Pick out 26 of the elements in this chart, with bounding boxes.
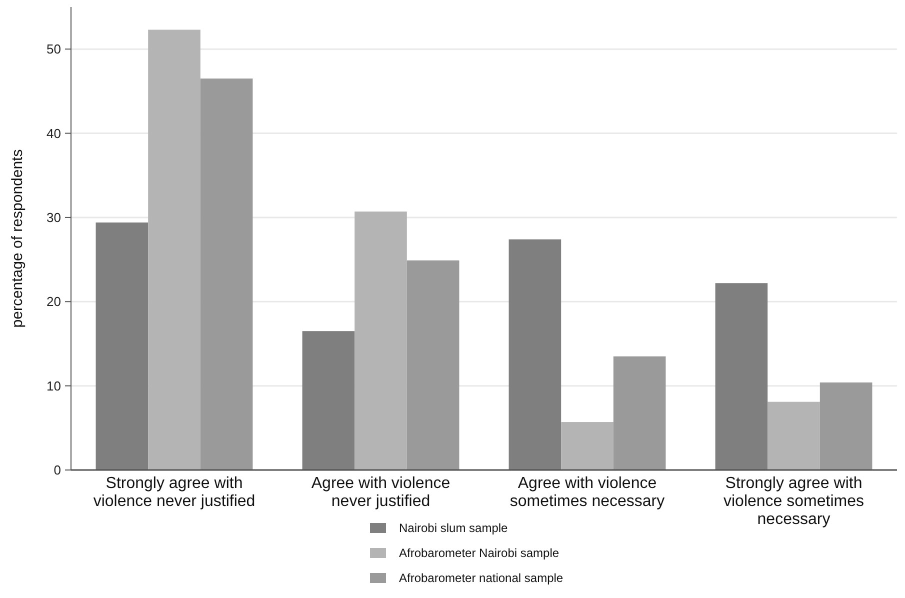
y-tick-label: 40 — [46, 126, 61, 141]
legend-label: Afrobarometer Nairobi sample — [399, 546, 560, 560]
y-tick-label: 50 — [46, 42, 61, 57]
bar — [200, 78, 253, 470]
legend-label: Afrobarometer national sample — [399, 571, 564, 586]
y-tick-label: 20 — [46, 294, 61, 310]
bar — [820, 382, 872, 470]
y-tick-label: 30 — [46, 210, 61, 226]
bar — [561, 422, 614, 470]
x-tick-label: Strongly agree with violence never justified — [93, 475, 256, 510]
bar — [354, 212, 407, 470]
bar — [768, 402, 820, 470]
bar — [613, 356, 666, 470]
x-tick-label: Strongly agree with violence sometimes necessary — [724, 475, 864, 528]
bar — [302, 331, 355, 470]
bar — [715, 283, 768, 470]
x-tick-label: Agree with violence sometimes necessary — [510, 475, 665, 510]
legend-label: Nairobi slum sample — [399, 521, 508, 536]
x-tick-label: Agree with violence never justified — [311, 475, 450, 510]
bar — [96, 222, 148, 470]
bar — [148, 30, 200, 470]
bar — [406, 260, 460, 470]
bar — [508, 239, 562, 470]
y-axis-title: percentage of respondents — [9, 149, 26, 328]
y-tick-label: 0 — [54, 462, 61, 478]
y-tick-label: 10 — [46, 378, 61, 394]
